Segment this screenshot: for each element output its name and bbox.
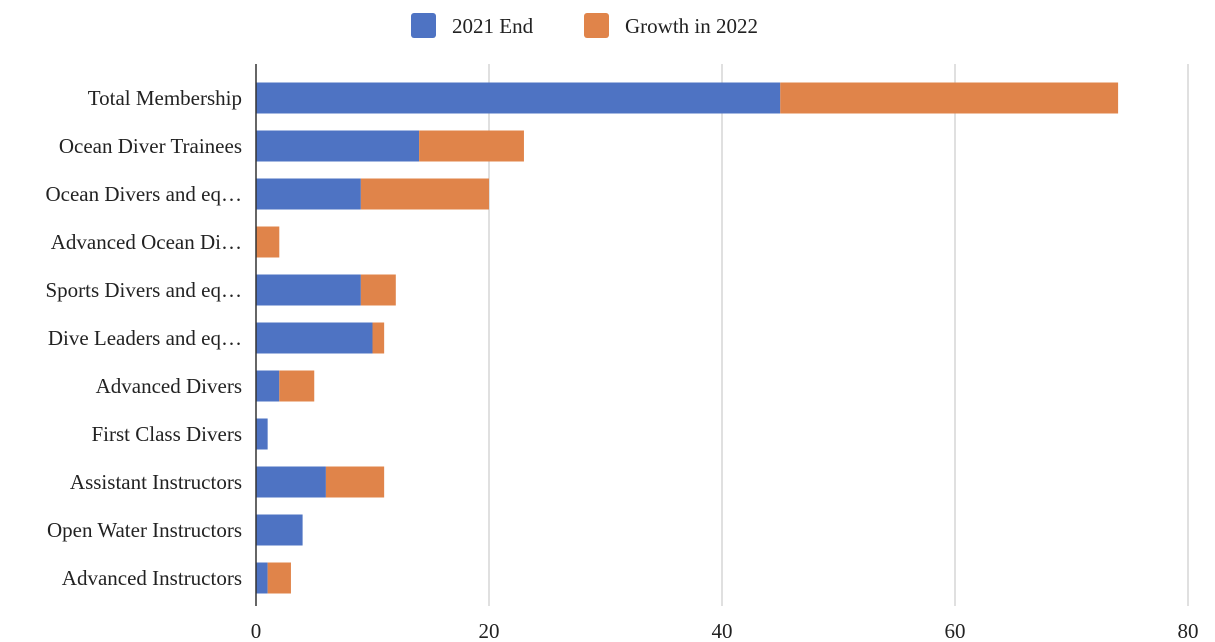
category-label-open-water-instructors: Open Water Instructors [47,518,242,542]
bar-2021-end-first-class-divers [256,418,268,450]
bar-growth-in-2022-sports-divers-and-eq [360,274,396,306]
category-label-advanced-ocean-di: Advanced Ocean Di… [51,230,242,254]
bar-growth-in-2022-total-membership [780,82,1119,114]
x-tick-label-80: 80 [1178,619,1199,642]
gridlines [488,64,1189,606]
legend-swatch-2021-end [411,13,436,38]
bar-growth-in-2022-ocean-divers-and-eq [360,178,489,210]
bar-2021-end-advanced-divers [256,370,280,402]
bar-2021-end-sports-divers-and-eq [256,274,361,306]
bar-growth-in-2022-ocean-diver-trainees [419,130,524,162]
bar-2021-end-dive-leaders-and-eq [256,322,373,354]
x-tick-label-40: 40 [712,619,733,642]
x-tick-label-20: 20 [479,619,500,642]
category-label-advanced-instructors: Advanced Instructors [62,566,242,590]
x-tick-label-60: 60 [945,619,966,642]
category-label-dive-leaders-and-eq: Dive Leaders and eq… [48,326,242,350]
bar-2021-end-assistant-instructors [256,466,326,498]
bar-growth-in-2022-advanced-instructors [267,562,291,594]
bar-growth-in-2022-advanced-ocean-di [256,226,280,258]
category-label-sports-divers-and-eq: Sports Divers and eq… [45,278,242,302]
category-label-assistant-instructors: Assistant Instructors [70,470,242,494]
legend-swatch-growth-in-2022 [584,13,609,38]
bar-growth-in-2022-assistant-instructors [325,466,385,498]
bar-2021-end-ocean-diver-trainees [256,130,420,162]
category-label-advanced-divers: Advanced Divers [96,374,242,398]
legend-label-growth-in-2022: Growth in 2022 [625,14,758,38]
category-label-ocean-divers-and-eq: Ocean Divers and eq… [45,182,242,206]
bar-2021-end-ocean-divers-and-eq [256,178,361,210]
bar-2021-end-total-membership [256,82,781,114]
legend-label-2021-end: 2021 End [452,14,534,38]
x-tick-labels: 0 20 40 60 80 [251,619,1199,642]
bar-growth-in-2022-dive-leaders-and-eq [372,322,385,354]
category-label-ocean-diver-trainees: Ocean Diver Trainees [59,134,242,158]
legend: 2021 End Growth in 2022 [411,13,758,38]
bar-growth-in-2022-advanced-divers [279,370,315,402]
category-labels: Total Membership Ocean Diver Trainees Ocea… [45,86,242,590]
category-label-first-class-divers: First Class Divers [91,422,242,446]
bars [256,82,1119,594]
x-tick-label-0: 0 [251,619,262,642]
category-label-total-membership: Total Membership [88,86,242,110]
bar-2021-end-advanced-instructors [256,562,268,594]
bar-2021-end-open-water-instructors [256,514,303,546]
